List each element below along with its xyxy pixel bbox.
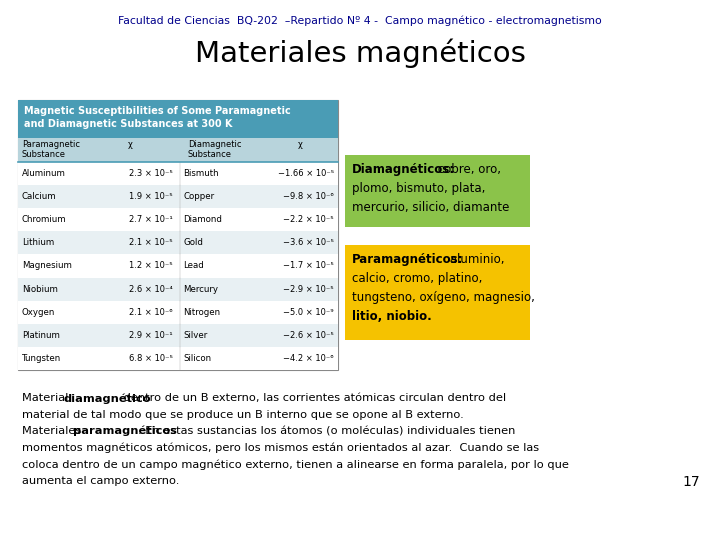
FancyBboxPatch shape <box>18 301 338 324</box>
Text: paramagnéticos: paramagnéticos <box>73 426 177 436</box>
Text: 1.2 × 10⁻⁵: 1.2 × 10⁻⁵ <box>130 261 173 271</box>
Text: −3.6 × 10⁻⁵: −3.6 × 10⁻⁵ <box>283 238 334 247</box>
Text: 2.1 × 10⁻⁵: 2.1 × 10⁻⁵ <box>130 238 173 247</box>
Text: Facultad de Ciencias  BQ-202  –Repartido Nº 4 -  Campo magnético - electromagnet: Facultad de Ciencias BQ-202 –Repartido N… <box>118 16 602 26</box>
Text: Materiales: Materiales <box>22 426 85 436</box>
Text: . En estas sustancias los átomos (o moléculas) individuales tienen: . En estas sustancias los átomos (o molé… <box>138 426 516 436</box>
Text: Mercury: Mercury <box>183 285 218 294</box>
Text: plomo, bismuto, plata,: plomo, bismuto, plata, <box>352 182 485 195</box>
Text: Magnetic Susceptibilities of Some Paramagnetic: Magnetic Susceptibilities of Some Parama… <box>24 106 291 116</box>
Text: aumenta el campo externo.: aumenta el campo externo. <box>22 476 179 485</box>
FancyBboxPatch shape <box>18 231 338 254</box>
Text: Platinum: Platinum <box>22 331 60 340</box>
Text: Calcium: Calcium <box>22 192 57 201</box>
Text: −2.6 × 10⁻⁵: −2.6 × 10⁻⁵ <box>283 331 334 340</box>
Text: −2.9 × 10⁻⁵: −2.9 × 10⁻⁵ <box>284 285 334 294</box>
Text: cobre, oro,: cobre, oro, <box>434 163 501 176</box>
Text: Copper: Copper <box>183 192 214 201</box>
Text: calcio, cromo, platino,: calcio, cromo, platino, <box>352 272 482 285</box>
FancyBboxPatch shape <box>18 100 338 370</box>
FancyBboxPatch shape <box>18 254 338 278</box>
Text: mercurio, silicio, diamante: mercurio, silicio, diamante <box>352 201 509 214</box>
FancyBboxPatch shape <box>345 155 530 227</box>
Text: Tungsten: Tungsten <box>22 354 61 363</box>
Text: −1.66 × 10⁻⁵: −1.66 × 10⁻⁵ <box>278 169 334 178</box>
Text: Nitrogen: Nitrogen <box>183 308 220 317</box>
FancyBboxPatch shape <box>18 347 338 370</box>
Text: −9.8 × 10⁻⁶: −9.8 × 10⁻⁶ <box>283 192 334 201</box>
Text: 2.7 × 10⁻¹: 2.7 × 10⁻¹ <box>130 215 173 224</box>
FancyBboxPatch shape <box>345 245 530 340</box>
Text: −1.7 × 10⁻⁵: −1.7 × 10⁻⁵ <box>283 261 334 271</box>
Text: χ: χ <box>128 140 133 149</box>
Text: 2.6 × 10⁻⁴: 2.6 × 10⁻⁴ <box>129 285 173 294</box>
Text: Paramagnéticos:: Paramagnéticos: <box>352 253 464 266</box>
Text: Chromium: Chromium <box>22 215 67 224</box>
FancyBboxPatch shape <box>18 185 338 208</box>
Text: 6.8 × 10⁻⁵: 6.8 × 10⁻⁵ <box>129 354 173 363</box>
FancyBboxPatch shape <box>18 324 338 347</box>
Text: Niobium: Niobium <box>22 285 58 294</box>
Text: Aluminum: Aluminum <box>22 169 66 178</box>
FancyBboxPatch shape <box>18 138 338 162</box>
FancyBboxPatch shape <box>18 278 338 301</box>
Text: tungsteno, oxígeno, magnesio,: tungsteno, oxígeno, magnesio, <box>352 291 535 304</box>
Text: Diamagnetic
Substance: Diamagnetic Substance <box>188 140 241 159</box>
Text: diamagnético: diamagnético <box>64 393 151 403</box>
Text: 2.3 × 10⁻⁵: 2.3 × 10⁻⁵ <box>130 169 173 178</box>
Text: Silicon: Silicon <box>183 354 211 363</box>
Text: Silver: Silver <box>183 331 207 340</box>
Text: −2.2 × 10⁻⁵: −2.2 × 10⁻⁵ <box>284 215 334 224</box>
Text: and Diamagnetic Substances at 300 K: and Diamagnetic Substances at 300 K <box>24 119 233 129</box>
Text: Magnesium: Magnesium <box>22 261 72 271</box>
Text: 2.9 × 10⁻¹: 2.9 × 10⁻¹ <box>130 331 173 340</box>
Text: Diamagnéticos:: Diamagnéticos: <box>352 163 455 176</box>
Text: dentro de un B externo, las corrientes atómicas circulan dentro del: dentro de un B externo, las corrientes a… <box>120 393 505 403</box>
Text: −4.2 × 10⁻⁶: −4.2 × 10⁻⁶ <box>284 354 334 363</box>
Text: Material: Material <box>22 393 72 403</box>
Text: aluminio,: aluminio, <box>446 253 505 266</box>
Text: Lead: Lead <box>183 261 204 271</box>
Text: −5.0 × 10⁻⁹: −5.0 × 10⁻⁹ <box>284 308 334 317</box>
Text: momentos magnéticos atómicos, pero los mismos están orientados al azar.  Cuando : momentos magnéticos atómicos, pero los m… <box>22 442 539 453</box>
Text: Diamond: Diamond <box>183 215 222 224</box>
Text: litio, niobio.: litio, niobio. <box>352 310 432 323</box>
FancyBboxPatch shape <box>18 100 338 138</box>
Text: Paramagnetic
Substance: Paramagnetic Substance <box>22 140 80 159</box>
Text: Lithium: Lithium <box>22 238 54 247</box>
Text: Gold: Gold <box>183 238 203 247</box>
FancyBboxPatch shape <box>18 162 338 185</box>
Text: Materiales magnéticos: Materiales magnéticos <box>194 38 526 68</box>
Text: coloca dentro de un campo magnético externo, tienen a alinearse en forma paralel: coloca dentro de un campo magnético exte… <box>22 459 569 469</box>
Text: 2.1 × 10⁻⁶: 2.1 × 10⁻⁶ <box>130 308 173 317</box>
Text: 17: 17 <box>683 476 700 489</box>
Text: χ: χ <box>298 140 303 149</box>
Text: 1.9 × 10⁻⁵: 1.9 × 10⁻⁵ <box>130 192 173 201</box>
Text: Oxygen: Oxygen <box>22 308 55 317</box>
Text: Bismuth: Bismuth <box>183 169 219 178</box>
Text: material de tal modo que se produce un B interno que se opone al B externo.: material de tal modo que se produce un B… <box>22 409 464 420</box>
FancyBboxPatch shape <box>18 208 338 231</box>
